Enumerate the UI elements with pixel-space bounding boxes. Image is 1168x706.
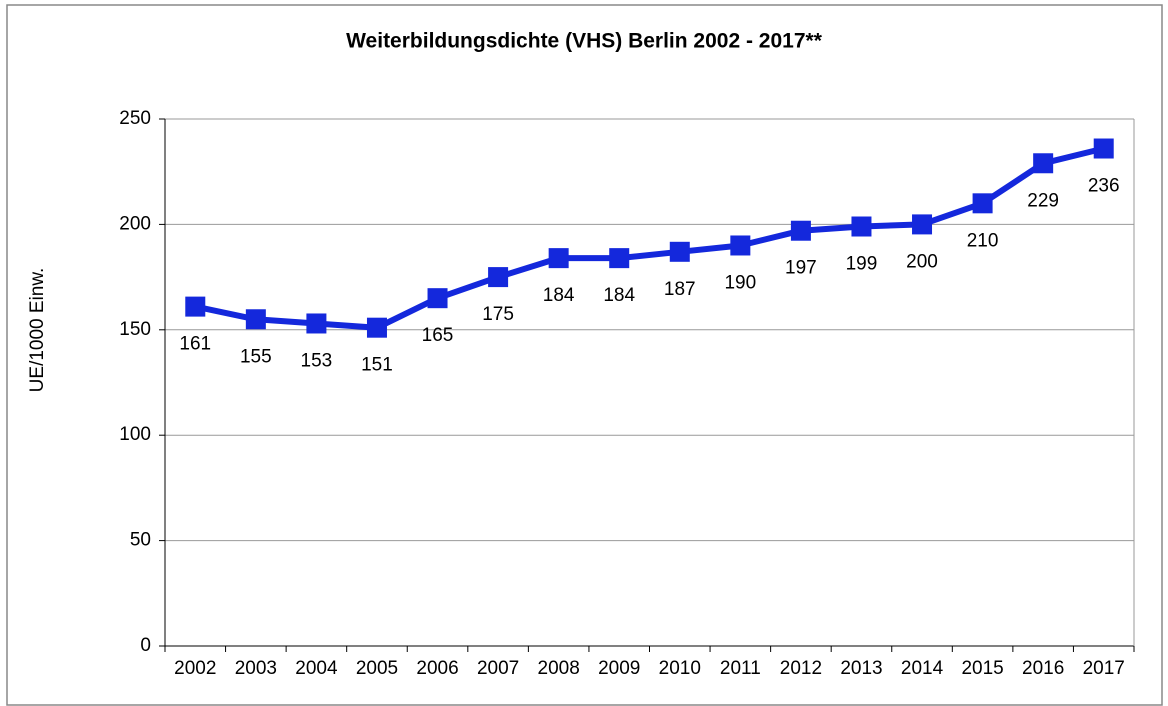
marker (1033, 153, 1054, 174)
data-label: 151 (361, 355, 393, 376)
marker (851, 216, 872, 237)
marker (306, 313, 327, 334)
marker (609, 248, 630, 269)
data-label: 229 (1027, 190, 1059, 211)
data-label: 184 (543, 285, 575, 306)
x-tick-label: 2007 (477, 658, 519, 679)
marker (912, 214, 933, 235)
marker (669, 241, 690, 262)
data-label: 190 (724, 272, 756, 293)
marker (427, 288, 448, 309)
data-label: 210 (967, 230, 999, 251)
marker (245, 309, 266, 330)
y-tick-label: 150 (119, 319, 151, 340)
marker (1093, 138, 1114, 159)
marker (185, 296, 206, 317)
marker (488, 267, 509, 288)
x-tick-label: 2011 (720, 658, 761, 679)
x-tick-label: 2005 (356, 658, 398, 679)
x-tick-label: 2003 (235, 658, 277, 679)
y-tick-label: 250 (119, 108, 151, 129)
x-tick-label: 2017 (1083, 658, 1125, 679)
x-tick-label: 2010 (659, 658, 701, 679)
data-label: 184 (603, 285, 635, 306)
data-label: 175 (482, 304, 514, 325)
x-tick-label: 2009 (598, 658, 640, 679)
y-tick-label: 50 (130, 530, 151, 551)
data-label: 197 (785, 258, 817, 279)
x-tick-label: 2014 (901, 658, 944, 679)
x-tick-label: 2006 (416, 658, 458, 679)
data-label: 199 (846, 254, 878, 275)
chart-frame (6, 4, 1163, 706)
data-label: 161 (179, 334, 211, 355)
x-tick-label: 2002 (174, 658, 216, 679)
x-tick-label: 2013 (840, 658, 882, 679)
data-label: 187 (664, 279, 696, 300)
data-label: 165 (422, 325, 454, 346)
x-tick-label: 2012 (780, 658, 822, 679)
y-tick-label: 100 (119, 424, 151, 445)
y-axis-label: UE/1000 Einw. (27, 268, 48, 393)
data-label: 155 (240, 346, 272, 367)
x-tick-label: 2016 (1022, 658, 1064, 679)
x-tick-label: 2004 (295, 658, 338, 679)
marker (366, 317, 387, 338)
data-label: 236 (1088, 176, 1120, 197)
y-tick-label: 200 (119, 213, 151, 234)
y-tick-label: 0 (140, 635, 151, 656)
data-label: 153 (301, 350, 333, 371)
series-line (194, 145, 1105, 331)
marker (972, 193, 993, 214)
chart-title: Weiterbildungsdichte (VHS) Berlin 2002 -… (346, 30, 823, 53)
marker (730, 235, 751, 256)
x-tick-label: 2008 (538, 658, 580, 679)
marker (548, 248, 569, 269)
data-label: 200 (906, 251, 938, 272)
x-tick-label: 2015 (961, 658, 1003, 679)
marker (790, 220, 811, 241)
